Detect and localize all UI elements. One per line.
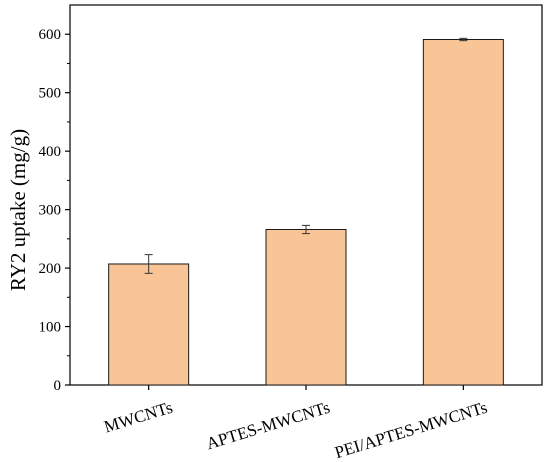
- y-axis: 0 100 200 300 400 500 600: [39, 27, 70, 394]
- y-tick-label-0: 0: [54, 378, 62, 394]
- bars: [108, 38, 504, 386]
- y-tick-label-300: 300: [39, 203, 62, 219]
- y-axis-title: RY2 uptake (mg/g): [6, 129, 30, 291]
- x-axis: MWCNTs APTES-MWCNTs PEI/APTES-MWCNTs: [102, 385, 490, 462]
- bar-3: [422, 38, 504, 386]
- error-bars: [144, 37, 468, 274]
- y-tick-label-200: 200: [39, 261, 62, 277]
- bar-1: [108, 263, 190, 386]
- y-tick-label-600: 600: [39, 27, 62, 43]
- y-tick-label-100: 100: [39, 320, 62, 336]
- y-tick-label-400: 400: [39, 144, 62, 160]
- bar-2: [265, 228, 347, 386]
- x-tick-label-1: MWCNTs: [102, 398, 175, 437]
- x-tick-label-2: APTES-MWCNTs: [204, 398, 332, 454]
- x-tick-label-3: PEI/APTES-MWCNTs: [332, 398, 489, 462]
- y-tick-label-500: 500: [39, 86, 62, 102]
